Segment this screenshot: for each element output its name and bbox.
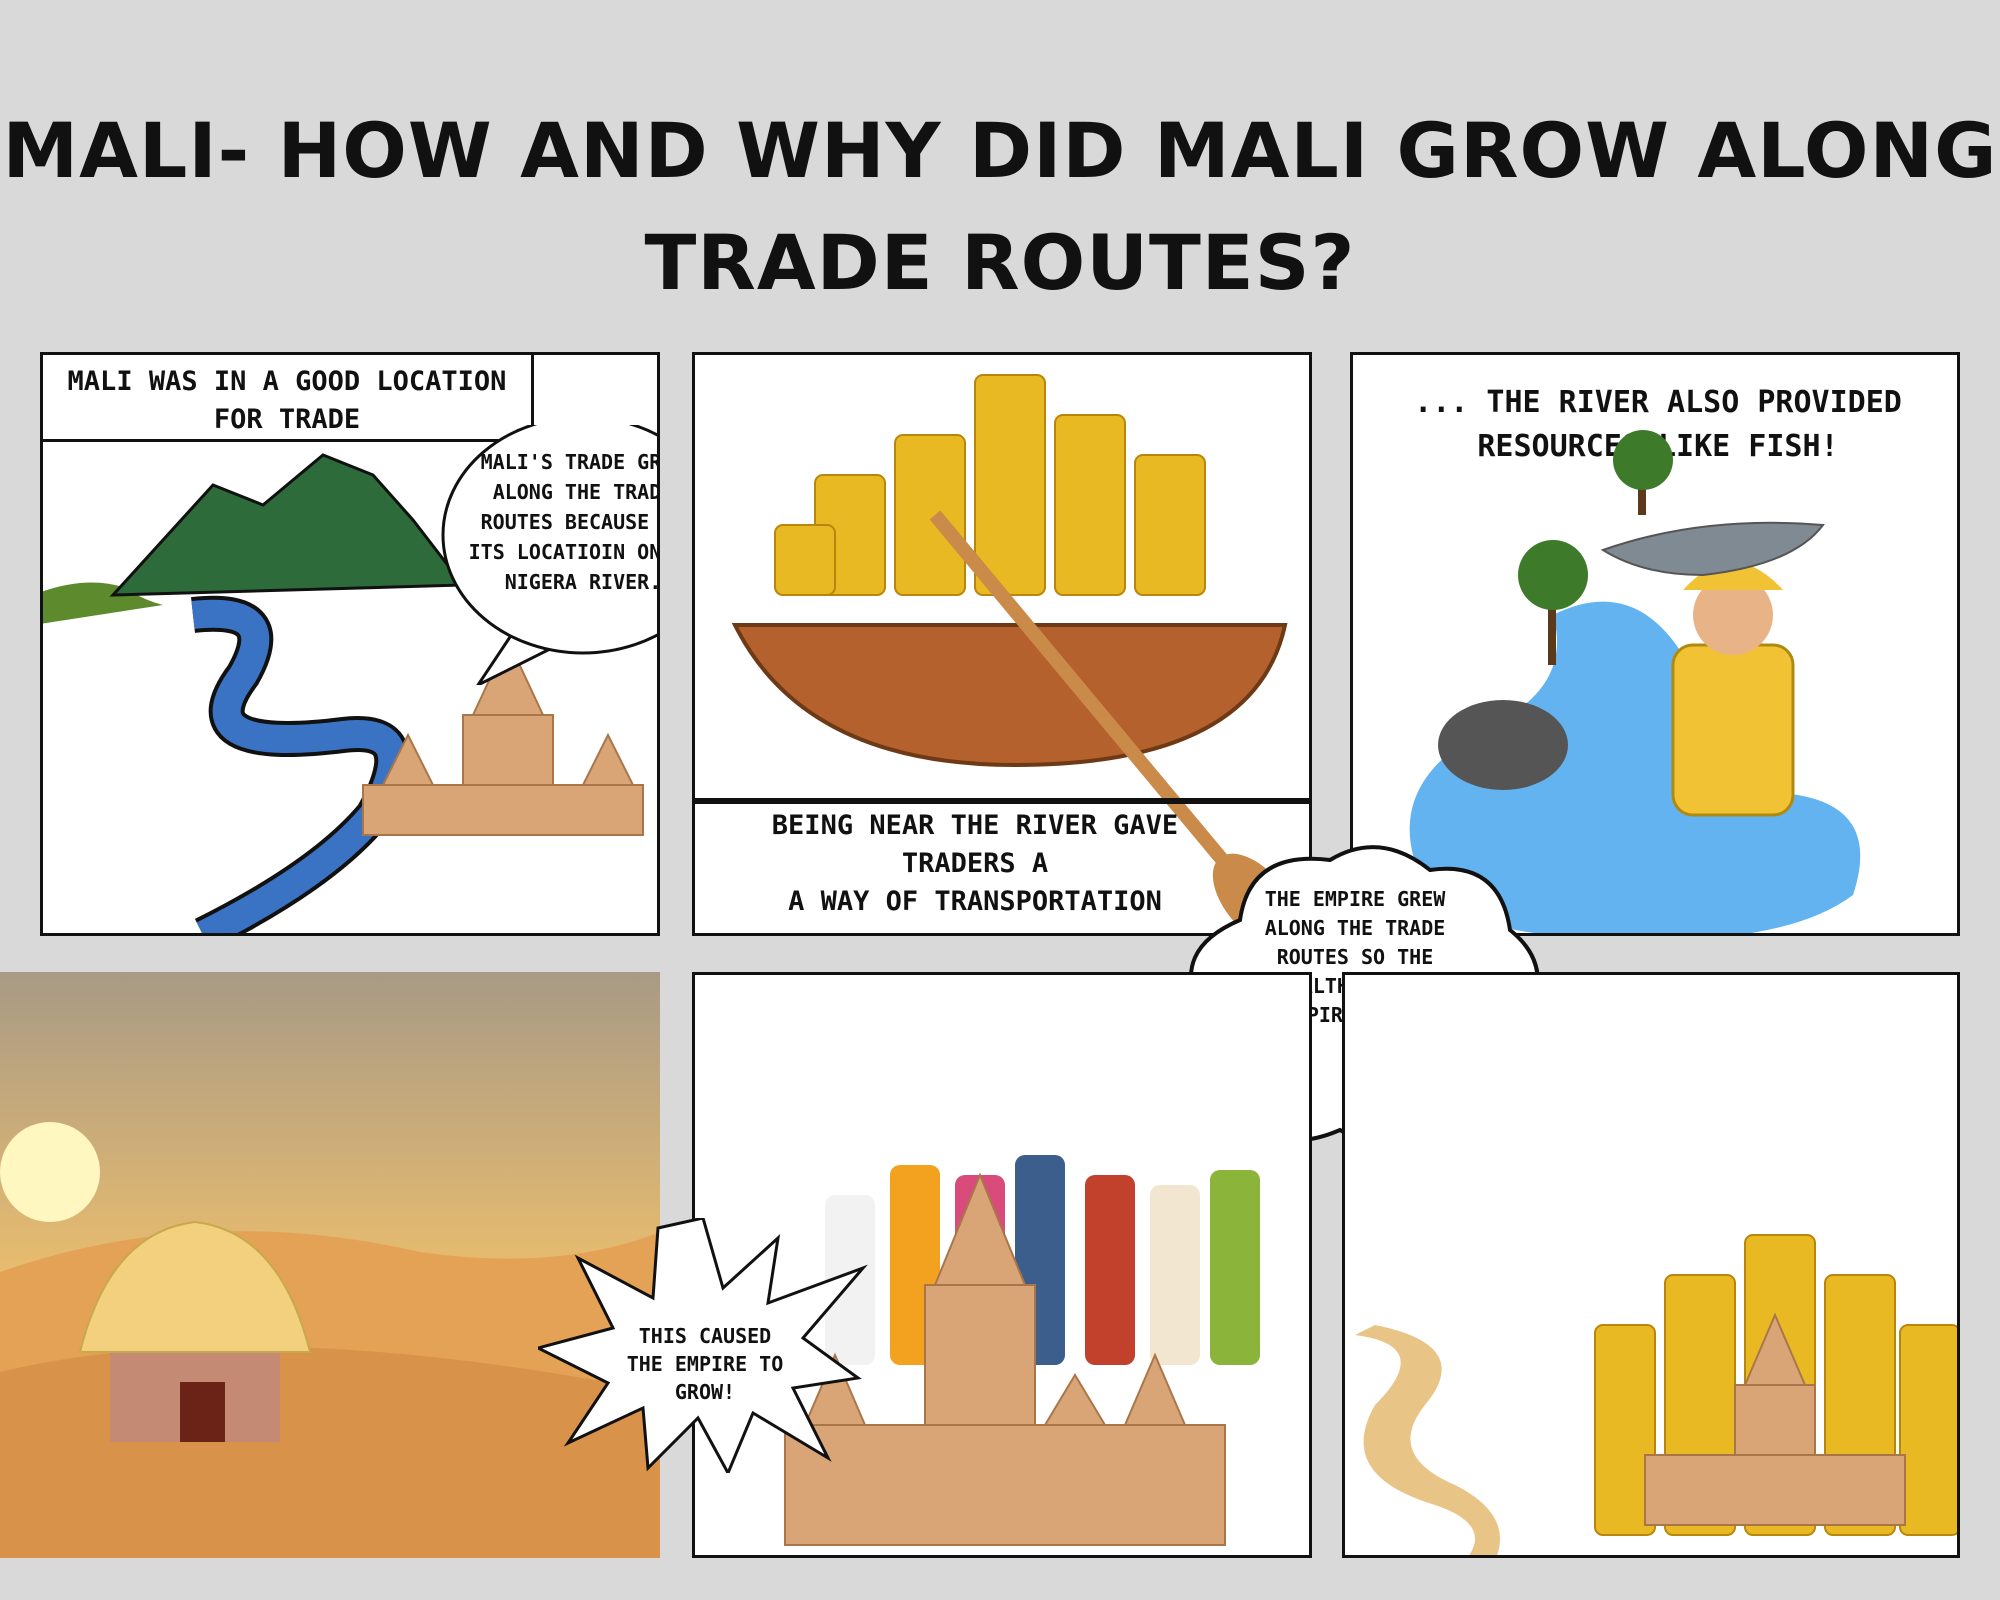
caption-box: MALI WAS IN A GOOD LOCATION FOR TRADE bbox=[43, 355, 534, 442]
caption-text: MALI WAS IN A GOOD LOCATION FOR TRADE bbox=[67, 366, 507, 435]
trade-road bbox=[1355, 1325, 1500, 1555]
river-landscape-illustration bbox=[43, 453, 644, 933]
wooden-boat bbox=[731, 623, 1288, 768]
panel-wealth bbox=[1342, 972, 1960, 1558]
fisherman-vest bbox=[1671, 643, 1795, 817]
caption-text: BEING NEAR THE RIVER GAVE TRADERS A A WA… bbox=[715, 807, 1235, 921]
caption-line-1: BEING NEAR THE RIVER GAVE bbox=[771, 810, 1179, 841]
gold-coins bbox=[774, 374, 1206, 596]
temple-illustration bbox=[784, 1172, 1226, 1546]
caption-line-3: A WAY OF TRANSPORTATION bbox=[788, 886, 1162, 917]
speech-bubble-shape bbox=[441, 425, 657, 685]
panel-resources: ... THE RIVER ALSO PROVIDED RESOURCES LI… bbox=[1350, 352, 1960, 936]
mountain bbox=[109, 453, 466, 597]
people-and-temple-illustration bbox=[784, 1155, 1260, 1546]
speech-bubble-text: MALI'S TRADE GREW ALONG THE TRADE ROUTES… bbox=[468, 450, 660, 594]
burst-bubble-shape bbox=[538, 1218, 868, 1473]
oar bbox=[929, 510, 1241, 880]
fisherman-face bbox=[1693, 575, 1773, 655]
temple-illustration bbox=[1644, 1312, 1906, 1526]
panel-location: MALI WAS IN A GOOD LOCATION FOR TRADE MA… bbox=[40, 352, 660, 936]
hut bbox=[78, 1220, 312, 1442]
fish bbox=[1600, 521, 1825, 577]
caption-line-2: TRADERS A bbox=[901, 848, 1049, 879]
desert-scene-illustration bbox=[0, 972, 660, 1558]
caption-line-1: ... THE RIVER ALSO PROVIDED bbox=[1414, 385, 1902, 420]
tree-small bbox=[1613, 430, 1673, 515]
group-of-people bbox=[825, 1155, 1260, 1365]
tree bbox=[1518, 540, 1588, 665]
gold-and-road-illustration bbox=[1355, 1234, 1957, 1555]
page-title: MALI- HOW AND WHY DID MALI GROW ALONG TR… bbox=[2, 106, 1998, 307]
river-pool bbox=[1409, 601, 1861, 933]
panel-desert bbox=[0, 972, 660, 1558]
sun bbox=[0, 1122, 100, 1222]
temple-illustration bbox=[362, 637, 644, 836]
fisherman-illustration bbox=[1409, 430, 1861, 933]
niger-river bbox=[191, 599, 407, 933]
burst-text: THIS CAUSED THE EMPIRE TO GROW! bbox=[626, 1324, 784, 1404]
grass-hill bbox=[43, 582, 163, 624]
rock bbox=[1438, 700, 1568, 790]
panel-growth bbox=[692, 972, 1312, 1558]
